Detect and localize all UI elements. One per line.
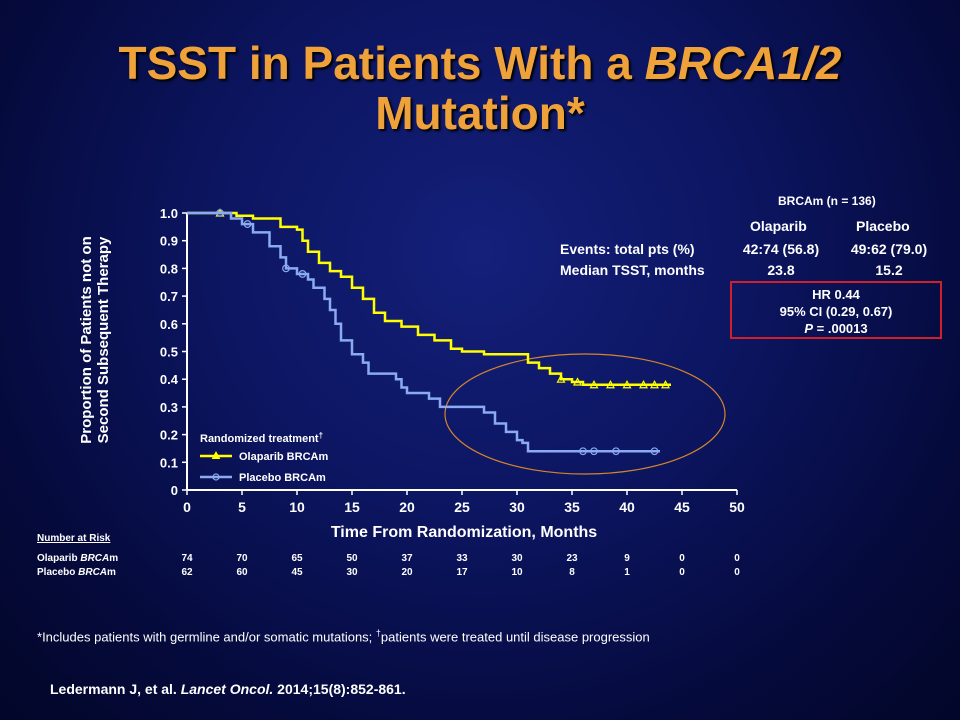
x-axis-label: Time From Randomization, Months: [331, 524, 597, 541]
censor-marker-olaparib: [605, 379, 616, 389]
y-tick-label: 0.6: [160, 317, 178, 332]
x-tick-label: 5: [238, 499, 246, 515]
y-tick-label: 0.8: [160, 261, 178, 276]
x-tick-label: 10: [289, 499, 305, 515]
title-gene: BRCA1/2: [644, 37, 842, 89]
y-tick-label: 0.2: [160, 428, 178, 443]
risk-value-olaparib: 65: [291, 553, 303, 564]
censor-marker-placebo: [216, 209, 224, 217]
censor-marker-olaparib: [660, 379, 671, 389]
x-tick-label: 15: [344, 499, 360, 515]
censor-marker-placebo: [579, 447, 587, 456]
y-tick-label: 0.9: [160, 234, 178, 249]
title-text: TSST in Patients With a: [118, 37, 645, 89]
p-label: P: [804, 321, 814, 336]
events-label: Events: total pts (%): [560, 241, 695, 257]
y-tick-label: 0.3: [160, 400, 178, 415]
risk-value-placebo: 10: [511, 567, 523, 578]
censor-marker-placebo: [590, 447, 598, 456]
risk-value-olaparib: 0: [734, 553, 740, 564]
series-line-olaparib: [187, 211, 671, 386]
censor-marker-olaparib: [638, 379, 649, 389]
y-tick-label: 0: [171, 483, 178, 498]
risk-value-placebo: 0: [679, 567, 685, 578]
risk-value-placebo: 60: [236, 567, 248, 578]
summary-heading: BRCAm (n = 136): [778, 194, 876, 208]
risk-label-placebo: Placebo BRCAm: [37, 567, 116, 578]
legend-label-placebo: Placebo BRCAm: [239, 472, 326, 484]
x-tick-label: 20: [399, 499, 415, 515]
risk-value-olaparib: 30: [511, 553, 523, 564]
censor-marker-placebo: [282, 264, 290, 273]
y-tick-label: 0.1: [160, 455, 178, 470]
x-tick-label: 50: [729, 499, 745, 515]
censor-marker-olaparib: [572, 377, 583, 386]
risk-value-placebo: 17: [456, 567, 468, 578]
legend-title: Randomized treatment†: [200, 431, 323, 445]
median-olaparib: 23.8: [767, 262, 795, 278]
censor-marker-olaparib: [556, 374, 566, 383]
risk-header: Number at Risk: [37, 533, 111, 544]
title-text-line2: Mutation*: [375, 87, 585, 139]
risk-value-placebo: 20: [401, 567, 413, 578]
p-value: P = .00013: [732, 320, 940, 337]
highlight-ellipse: [444, 353, 726, 475]
median-placebo: 15.2: [875, 262, 903, 278]
y-tick-label: 0.7: [160, 289, 178, 304]
median-label: Median TSST, months: [560, 262, 705, 278]
y-tick-label: 0.5: [160, 345, 178, 360]
legend-marker-placebo: [212, 473, 220, 481]
risk-value-olaparib: 33: [456, 553, 468, 564]
legend-label-olaparib: Olaparib BRCAm: [239, 451, 328, 463]
y-tick-label: 1.0: [160, 206, 178, 221]
risk-value-placebo: 1: [624, 567, 630, 578]
page-title: TSST in Patients With a BRCA1/2 Mutation…: [0, 38, 960, 138]
p-value-text: = .00013: [813, 321, 868, 336]
x-tick-label: 30: [509, 499, 525, 515]
risk-value-olaparib: 37: [401, 553, 413, 564]
risk-value-olaparib: 0: [679, 553, 685, 564]
hazard-ratio: HR 0.44: [812, 287, 860, 302]
col-header-olaparib: Olaparib: [750, 218, 807, 234]
hazard-ratio-box: HR 0.44 95% CI (0.29, 0.67) P = .00013: [730, 281, 942, 339]
series-line-placebo: [187, 211, 660, 453]
risk-label-olaparib: Olaparib BRCAm: [37, 553, 119, 564]
footnote: *Includes patients with germline and/or …: [37, 628, 650, 645]
censor-marker-placebo: [612, 447, 620, 456]
events-olaparib: 42:74 (56.8): [742, 241, 820, 257]
risk-value-olaparib: 9: [624, 553, 630, 564]
risk-value-placebo: 45: [291, 567, 303, 578]
x-tick-label: 40: [619, 499, 635, 515]
risk-value-placebo: 8: [569, 567, 575, 578]
censor-marker-olaparib: [622, 379, 632, 389]
censor-marker-placebo: [650, 447, 659, 456]
reference: Ledermann J, et al. Lancet Oncol. 2014;1…: [50, 681, 406, 697]
censor-marker-placebo: [243, 220, 252, 228]
risk-value-olaparib: 74: [181, 553, 193, 564]
risk-value-placebo: 0: [734, 567, 740, 578]
legend-marker-olaparib: [211, 450, 221, 459]
censor-marker-olaparib: [649, 379, 660, 389]
events-placebo: 49:62 (79.0): [850, 241, 928, 257]
col-header-placebo: Placebo: [856, 218, 910, 234]
risk-value-placebo: 30: [346, 567, 358, 578]
confidence-interval: 95% CI (0.29, 0.67): [779, 304, 893, 319]
risk-value-placebo: 62: [181, 567, 193, 578]
x-tick-label: 35: [564, 499, 580, 515]
risk-value-olaparib: 50: [346, 553, 358, 564]
risk-value-olaparib: 23: [566, 553, 578, 564]
censor-marker-olaparib: [589, 379, 599, 389]
risk-value-olaparib: 70: [236, 553, 248, 564]
y-tick-label: 0.4: [160, 372, 179, 387]
x-tick-label: 45: [674, 499, 690, 515]
censor-marker-placebo: [298, 270, 307, 278]
x-tick-label: 0: [183, 499, 191, 515]
x-tick-label: 25: [454, 499, 470, 515]
